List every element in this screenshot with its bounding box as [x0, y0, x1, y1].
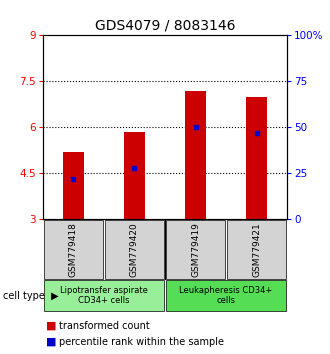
- Text: ■: ■: [46, 337, 57, 347]
- Text: GSM779421: GSM779421: [252, 222, 261, 277]
- FancyBboxPatch shape: [227, 220, 286, 279]
- Bar: [185, 91, 206, 219]
- FancyBboxPatch shape: [44, 280, 164, 311]
- Bar: [124, 132, 145, 219]
- Text: GSM779418: GSM779418: [69, 222, 78, 277]
- Text: GSM779420: GSM779420: [130, 222, 139, 277]
- FancyBboxPatch shape: [166, 280, 286, 311]
- Text: Leukapheresis CD34+
cells: Leukapheresis CD34+ cells: [180, 286, 273, 305]
- Text: cell type  ▶: cell type ▶: [3, 291, 59, 301]
- Text: Lipotransfer aspirate
CD34+ cells: Lipotransfer aspirate CD34+ cells: [60, 286, 148, 305]
- Bar: [63, 152, 84, 219]
- Text: transformed count: transformed count: [59, 321, 150, 331]
- FancyBboxPatch shape: [44, 220, 103, 279]
- Text: GSM779419: GSM779419: [191, 222, 200, 277]
- FancyBboxPatch shape: [105, 220, 164, 279]
- Title: GDS4079 / 8083146: GDS4079 / 8083146: [95, 19, 235, 33]
- Text: percentile rank within the sample: percentile rank within the sample: [59, 337, 224, 347]
- FancyBboxPatch shape: [166, 220, 225, 279]
- Text: ■: ■: [46, 321, 57, 331]
- Bar: [246, 97, 267, 219]
